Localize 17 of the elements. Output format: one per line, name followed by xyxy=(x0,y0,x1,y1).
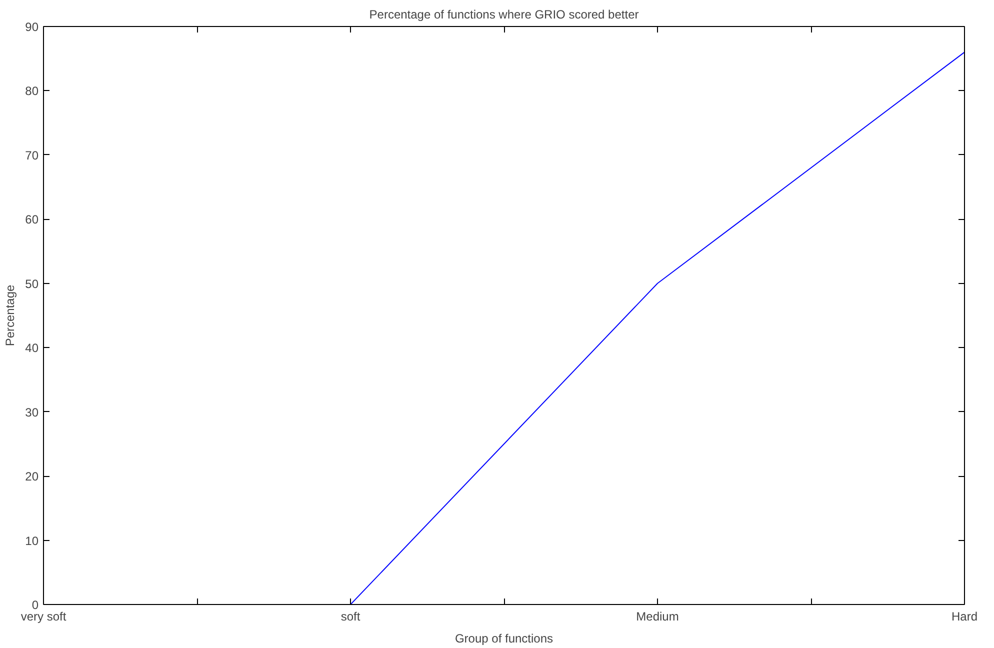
y-axis-title: Percentage xyxy=(3,284,18,346)
chart-title: Percentage of functions where GRIO scored better xyxy=(369,8,639,22)
y-tick-label: 30 xyxy=(25,405,39,420)
y-tick-label: 80 xyxy=(25,84,39,98)
x-tick-label: Hard xyxy=(951,610,978,624)
y-tick-label: 40 xyxy=(25,341,39,356)
y-tick-label: 20 xyxy=(25,470,39,484)
y-tick-label: 50 xyxy=(25,276,39,291)
y-tick-label: 70 xyxy=(25,148,39,162)
y-tick-label: 0 xyxy=(32,598,39,612)
x-axis-title: Group of functions xyxy=(454,632,554,646)
x-tick-label: very soft xyxy=(20,610,67,624)
y-tick-label: 90 xyxy=(25,20,39,34)
y-tick-label: 10 xyxy=(25,534,39,548)
x-tick-label: soft xyxy=(340,610,361,624)
y-tick-label: 60 xyxy=(25,212,39,227)
x-tick-label: Medium xyxy=(636,610,679,624)
